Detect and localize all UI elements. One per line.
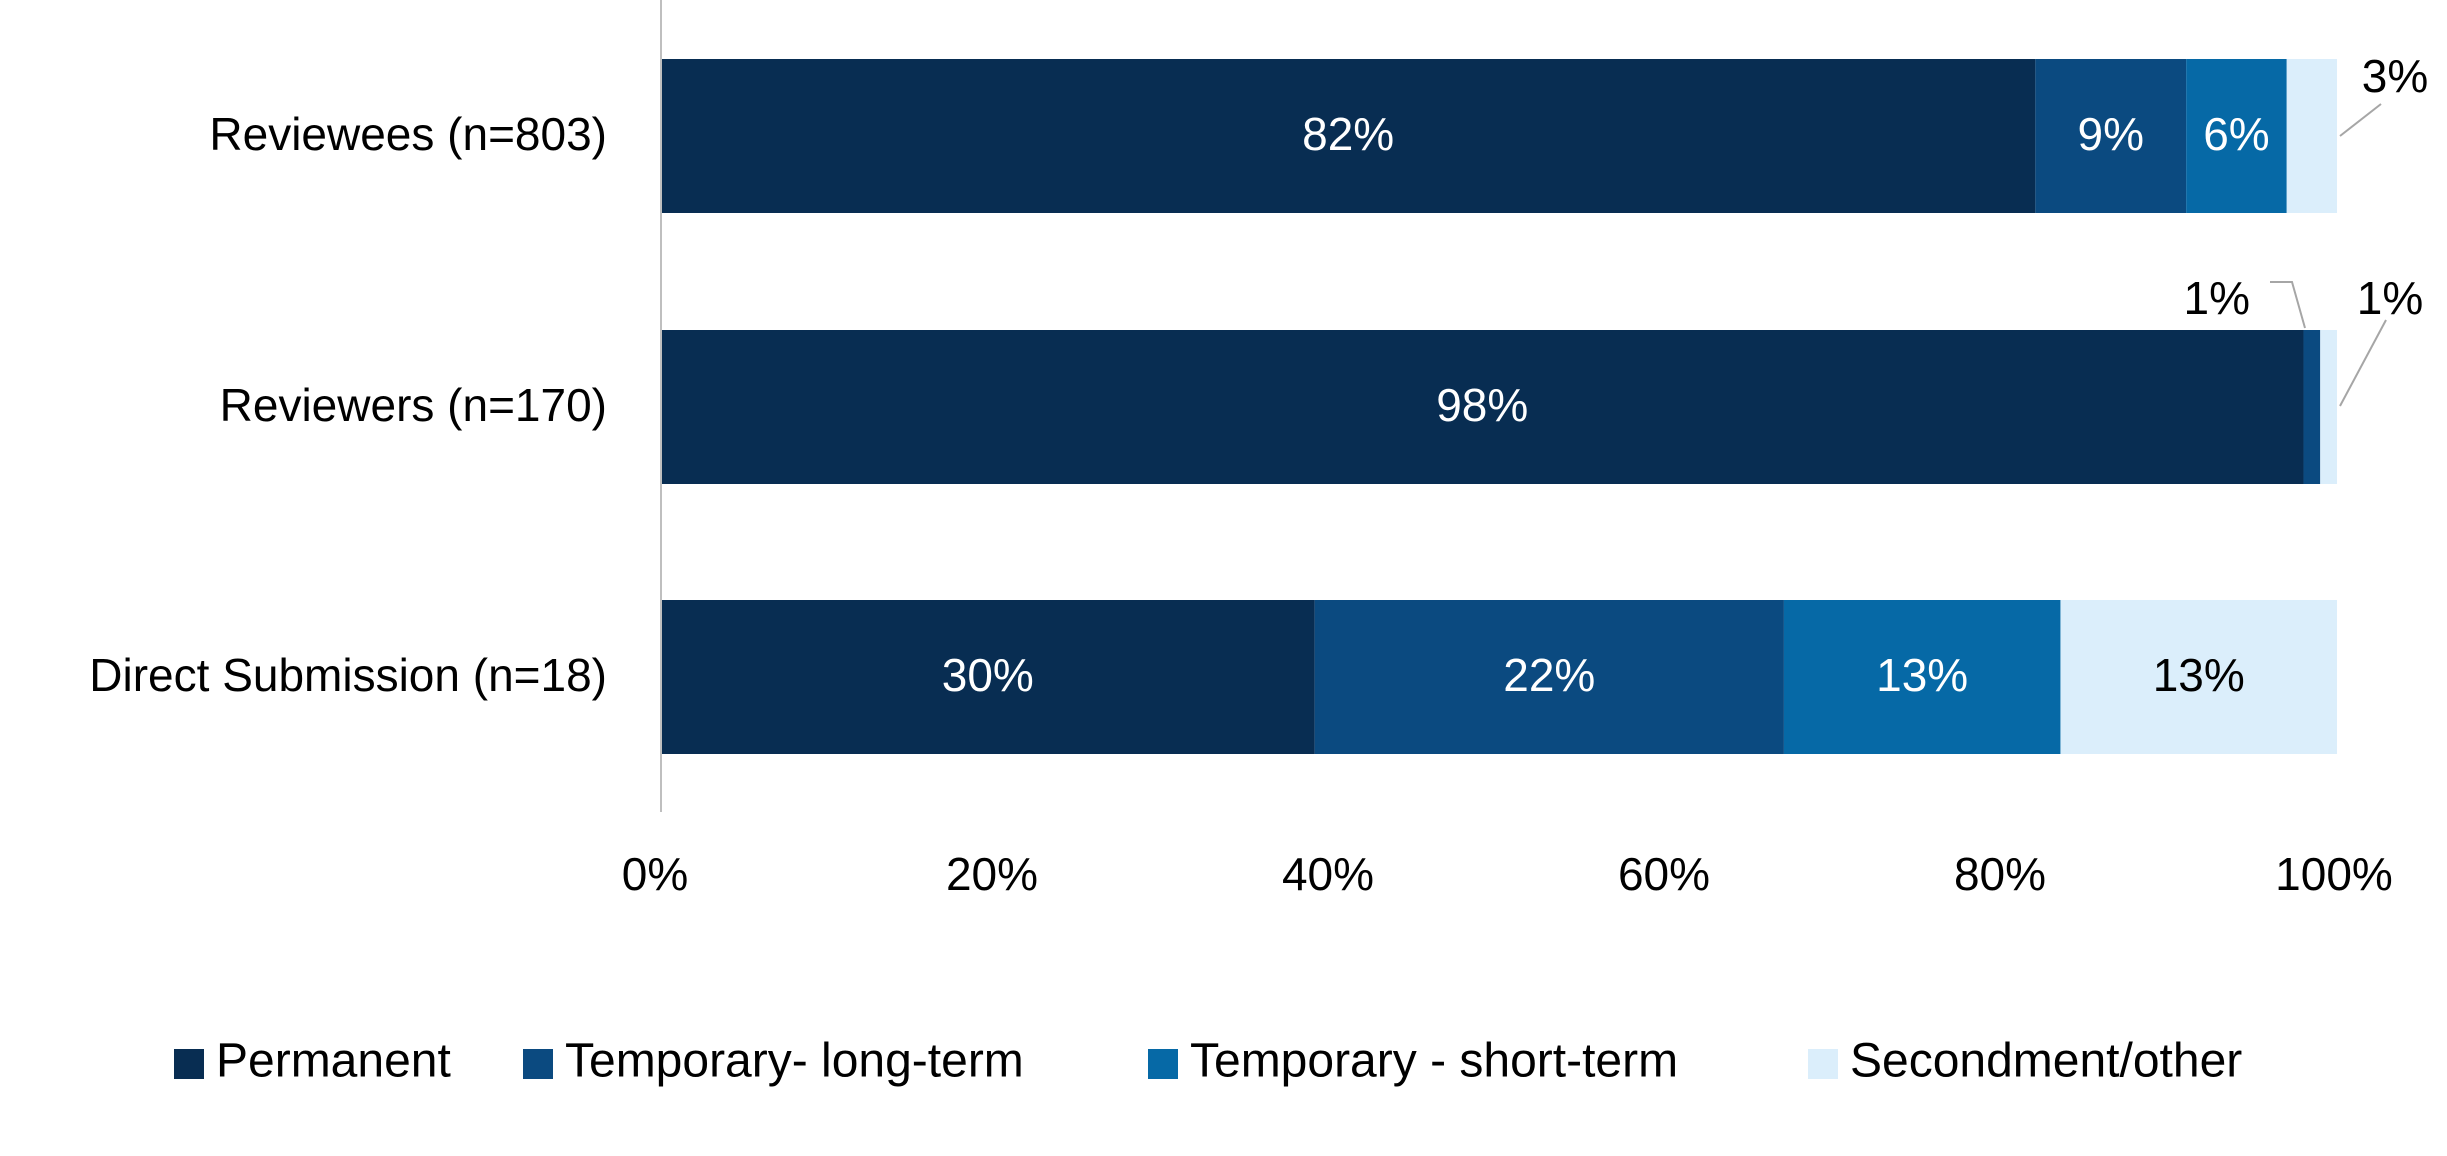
bars-group xyxy=(661,59,2337,754)
bar-reviewees-n-803-secondment-other xyxy=(2286,59,2337,213)
x-tick-label-60: 60% xyxy=(1618,848,1710,900)
legend-label-temporary-short-term: Temporary - short-term xyxy=(1190,1035,1678,1088)
x-axis-ticks-group: 0% 20% 40% 60% 80% 100% xyxy=(622,848,2393,900)
callouts-group xyxy=(2270,103,2387,407)
data-label-reviewers-n-170-secondment-other: 1% xyxy=(2357,272,2423,324)
bar-direct-submission-n-18-temporary-short-term xyxy=(1783,600,2061,754)
legend-label-secondment-other: Secondment/other xyxy=(1850,1035,2242,1088)
legend: Permanent Temporary- long-term Temporary -… xyxy=(174,1035,2242,1088)
legend-swatch-temporary-short-term xyxy=(1148,1049,1178,1079)
leader-line-reviewers-n-170-secondment-other xyxy=(2339,319,2387,407)
x-tick-label-0: 0% xyxy=(622,848,688,900)
data-label-reviewees-n-803-secondment-other: 3% xyxy=(2362,50,2428,102)
category-label-direct-submission-n-18: Direct Submission (n=18) xyxy=(89,649,607,701)
legend-swatch-secondment-other xyxy=(1808,1049,1838,1079)
bar-direct-submission-n-18-secondment-other xyxy=(2060,600,2337,754)
data-label-direct-submission-n-18-temporary-long-term: 22% xyxy=(1503,649,1595,701)
bar-direct-submission-n-18-temporary-long-term xyxy=(1314,600,1784,754)
data-label-direct-submission-n-18-temporary-short-term: 13% xyxy=(1876,649,1968,701)
legend-label-temporary-long-term: Temporary- long-term xyxy=(565,1035,1024,1088)
bar-direct-submission-n-18-permanent xyxy=(661,600,1315,754)
data-label-reviewers-n-170-temporary-long-term: 1% xyxy=(2184,272,2250,324)
leader-line-reviewees-n-803-secondment-other xyxy=(2339,103,2382,137)
data-label-reviewees-n-803-permanent: 82% xyxy=(1302,108,1394,160)
bar-reviewees-n-803-temporary-long-term xyxy=(2035,59,2187,213)
bar-reviewees-n-803-permanent xyxy=(661,59,2036,213)
data-label-direct-submission-n-18-secondment-other: 13% xyxy=(2153,649,2245,701)
data-label-reviewers-n-170-permanent: 98% xyxy=(1436,379,1528,431)
bar-reviewers-n-170-permanent xyxy=(661,330,2304,484)
x-tick-label-40: 40% xyxy=(1282,848,1374,900)
bar-reviewers-n-170-secondment-other xyxy=(2320,330,2337,484)
x-tick-label-100: 100% xyxy=(2275,848,2393,900)
x-tick-label-20: 20% xyxy=(946,848,1038,900)
data-label-reviewees-n-803-temporary-long-term: 9% xyxy=(2077,108,2143,160)
legend-swatch-permanent xyxy=(174,1049,204,1079)
bar-reviewers-n-170-temporary-long-term xyxy=(2303,330,2321,484)
category-label-reviewees-n-803: Reviewees (n=803) xyxy=(209,108,607,160)
data-label-direct-submission-n-18-permanent: 30% xyxy=(942,649,1034,701)
x-tick-label-80: 80% xyxy=(1954,848,2046,900)
legend-label-permanent: Permanent xyxy=(216,1035,451,1088)
bar-labels-group: 82% 9% 6% 3% 98% 1% 1% 30% 22% 13% 13% xyxy=(942,50,2428,701)
legend-swatch-temporary-long-term xyxy=(523,1049,553,1079)
data-label-reviewees-n-803-temporary-short-term: 6% xyxy=(2203,108,2269,160)
leader-line-reviewers-n-170-temporary-long-term xyxy=(2270,281,2306,329)
category-labels-group: Reviewees (n=803) Reviewers (n=170) Direct… xyxy=(89,108,607,701)
bar-reviewees-n-803-temporary-short-term xyxy=(2186,59,2287,213)
category-label-reviewers-n-170: Reviewers (n=170) xyxy=(220,379,607,431)
